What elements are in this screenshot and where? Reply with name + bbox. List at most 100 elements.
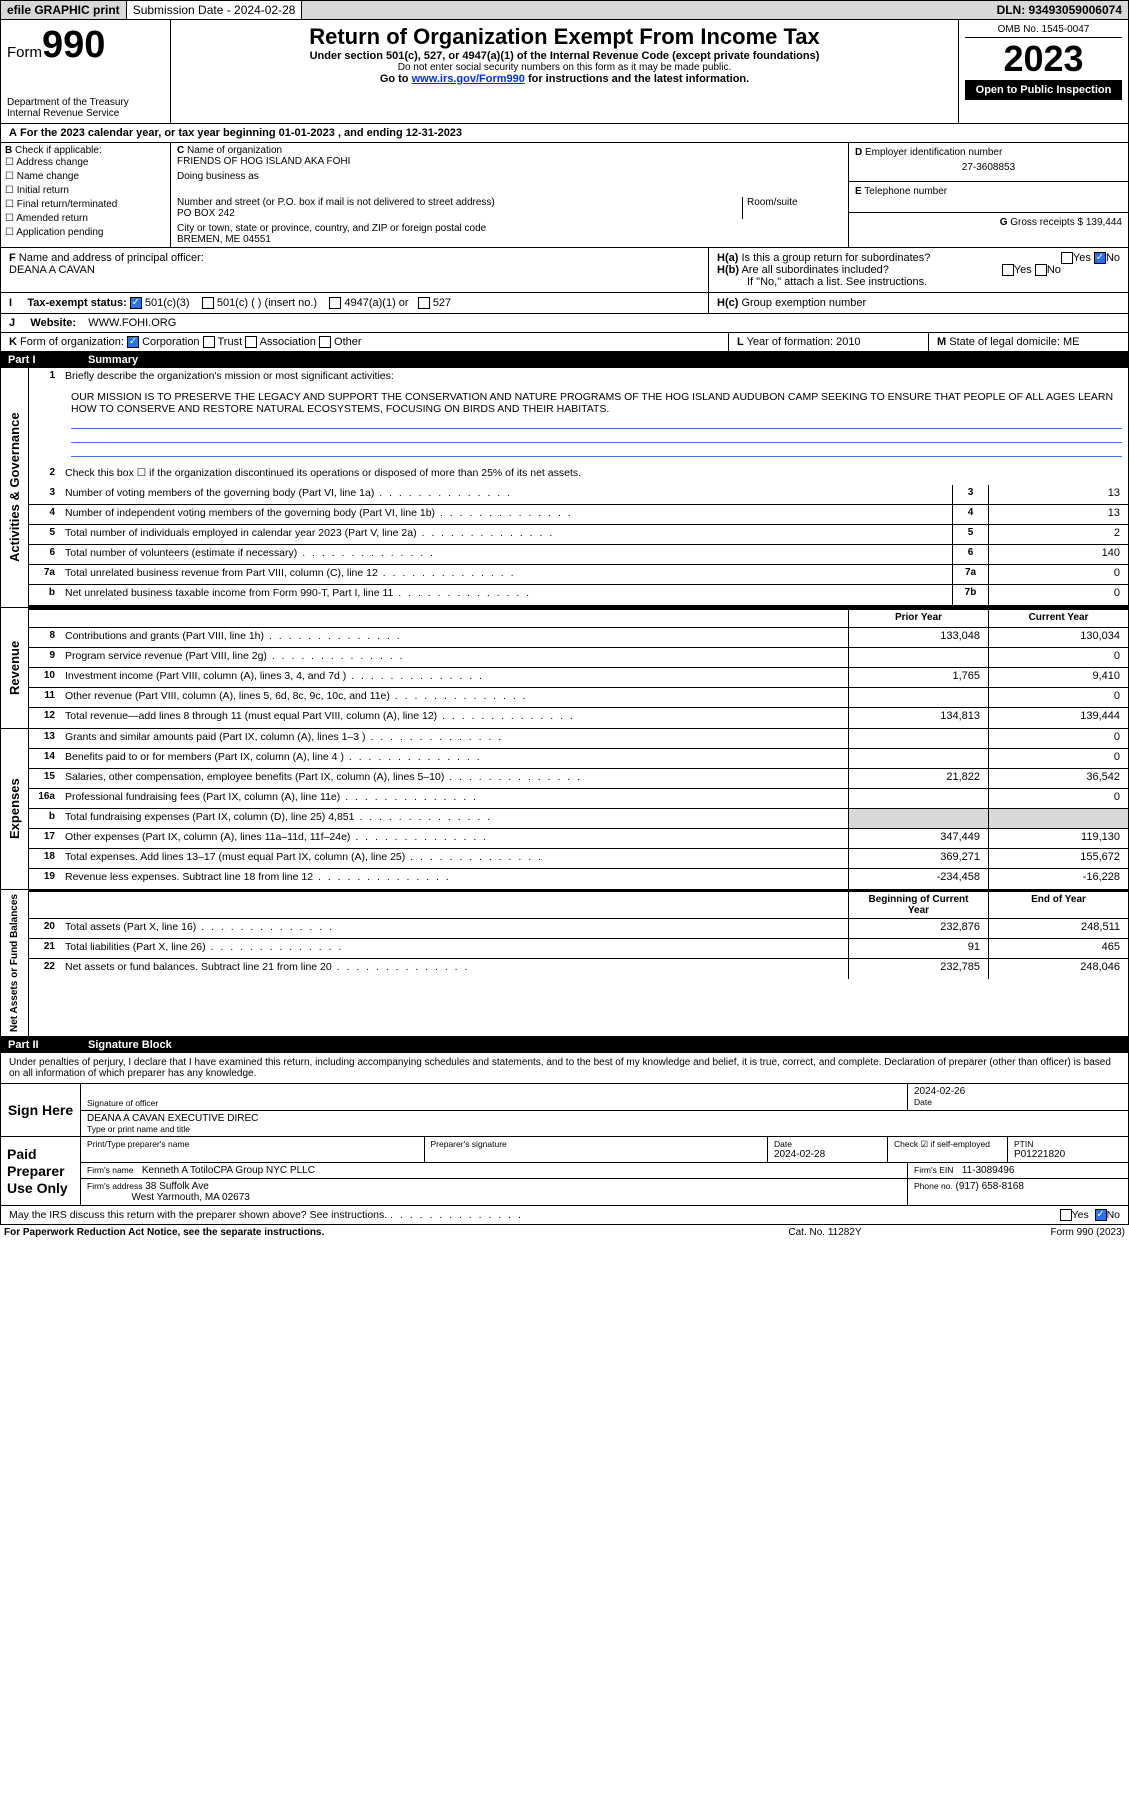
- dba-label: Doing business as: [177, 171, 259, 182]
- form-subtitle-1: Under section 501(c), 527, or 4947(a)(1)…: [175, 50, 954, 62]
- i-501c3[interactable]: [130, 297, 142, 309]
- end-year-header: End of Year: [988, 892, 1128, 918]
- part2-header: Part II Signature Block: [0, 1037, 1129, 1053]
- hb-yes[interactable]: [1002, 264, 1014, 276]
- side-expenses: Expenses: [1, 729, 29, 889]
- row-val: 2: [988, 525, 1128, 544]
- perjury-text: Under penalties of perjury, I declare th…: [0, 1053, 1129, 1084]
- prior-year-header: Prior Year: [848, 610, 988, 627]
- firm-addr2: West Yarmouth, MA 02673: [131, 1192, 249, 1203]
- org-address: PO BOX 242: [177, 208, 235, 219]
- firm-ein: 11-3089496: [962, 1165, 1015, 1176]
- prep-date: 2024-02-28: [774, 1149, 825, 1160]
- row-num: 7a: [29, 565, 61, 584]
- row-num: 14: [29, 749, 61, 768]
- row-prior: -234,458: [848, 869, 988, 889]
- row-desc: Total unrelated business revenue from Pa…: [61, 565, 952, 584]
- d-label: Employer identification number: [865, 147, 1002, 158]
- row-box: 6: [952, 545, 988, 564]
- row-current: 0: [988, 789, 1128, 808]
- hb-no[interactable]: [1035, 264, 1047, 276]
- row-num: 20: [29, 919, 61, 938]
- g-label: Gross receipts $: [1010, 217, 1083, 228]
- row-desc: Net assets or fund balances. Subtract li…: [61, 959, 848, 979]
- ha-no[interactable]: [1094, 252, 1106, 264]
- row-num: b: [29, 585, 61, 605]
- row-prior: 369,271: [848, 849, 988, 868]
- form-number: 990: [42, 24, 105, 66]
- chk-initial-return[interactable]: Initial return: [5, 184, 166, 198]
- row-desc: Contributions and grants (Part VIII, lin…: [61, 628, 848, 647]
- row-current: 248,511: [988, 919, 1128, 938]
- row-prior: [848, 749, 988, 768]
- row-prior: 232,785: [848, 959, 988, 979]
- dept-label: Department of the Treasury: [7, 97, 164, 108]
- l-label: Year of formation:: [747, 336, 833, 348]
- i-4947[interactable]: [329, 297, 341, 309]
- row-current: 119,130: [988, 829, 1128, 848]
- row-desc: Program service revenue (Part VIII, line…: [61, 648, 848, 667]
- row-num: 11: [29, 688, 61, 707]
- omb-number: OMB No. 1545-0047: [965, 24, 1122, 38]
- row-num: 17: [29, 829, 61, 848]
- row-box: 7b: [952, 585, 988, 605]
- mission-text: OUR MISSION IS TO PRESERVE THE LEGACY AN…: [71, 391, 1113, 415]
- chk-amended-return[interactable]: Amended return: [5, 212, 166, 226]
- row-prior: 232,876: [848, 919, 988, 938]
- row-current: 139,444: [988, 708, 1128, 728]
- officer-name: DEANA A CAVAN: [9, 264, 95, 276]
- row-prior: [848, 688, 988, 707]
- row-num: 13: [29, 729, 61, 748]
- row-num: 6: [29, 545, 61, 564]
- row-box: 4: [952, 505, 988, 524]
- room-label: Room/suite: [742, 197, 842, 219]
- row-current: 0: [988, 729, 1128, 748]
- org-name: FRIENDS OF HOG ISLAND AKA FOHI: [177, 156, 350, 167]
- row-current: -16,228: [988, 869, 1128, 889]
- hb-label: Are all subordinates included?: [741, 264, 888, 276]
- discuss-no[interactable]: [1095, 1209, 1107, 1221]
- irs-label: Internal Revenue Service: [7, 108, 164, 119]
- ha-yes[interactable]: [1061, 252, 1073, 264]
- i-501c[interactable]: [202, 297, 214, 309]
- submission-date: Submission Date - 2024-02-28: [127, 1, 303, 19]
- instructions-link[interactable]: www.irs.gov/Form990: [412, 73, 525, 85]
- row-num: 12: [29, 708, 61, 728]
- m-label: State of legal domicile:: [949, 336, 1060, 348]
- row-val: 13: [988, 485, 1128, 504]
- ha-label: Is this a group return for subordinates?: [741, 252, 930, 264]
- begin-year-header: Beginning of Current Year: [848, 892, 988, 918]
- side-revenue: Revenue: [1, 608, 29, 728]
- k-label: Form of organization:: [20, 336, 124, 348]
- f-label: Name and address of principal officer:: [19, 252, 204, 264]
- row-desc: Total expenses. Add lines 13–17 (must eq…: [61, 849, 848, 868]
- hc-label: Group exemption number: [741, 297, 866, 309]
- org-city: BREMEN, ME 04551: [177, 234, 271, 245]
- row-current: 248,046: [988, 959, 1128, 979]
- year-formation: 2010: [836, 336, 860, 348]
- row-prior: [848, 809, 988, 828]
- row-prior: 1,765: [848, 668, 988, 687]
- k-assoc[interactable]: [245, 336, 257, 348]
- sign-here-label: Sign Here: [1, 1084, 81, 1136]
- k-other[interactable]: [319, 336, 331, 348]
- k-trust[interactable]: [203, 336, 215, 348]
- row-prior: [848, 729, 988, 748]
- i-527[interactable]: [418, 297, 430, 309]
- side-netassets: Net Assets or Fund Balances: [1, 890, 29, 1036]
- part1-header: Part I Summary: [0, 352, 1129, 368]
- k-corp[interactable]: [127, 336, 139, 348]
- chk-application-pending[interactable]: Application pending: [5, 226, 166, 240]
- website: WWW.FOHI.ORG: [88, 317, 176, 329]
- paid-preparer-label: Paid Preparer Use Only: [1, 1137, 81, 1205]
- row-current: 155,672: [988, 849, 1128, 868]
- chk-name-change[interactable]: Name change: [5, 170, 166, 184]
- discuss-yes[interactable]: [1060, 1209, 1072, 1221]
- city-label: City or town, state or province, country…: [177, 223, 486, 234]
- chk-address-change[interactable]: Address change: [5, 156, 166, 170]
- row-desc: Number of independent voting members of …: [61, 505, 952, 524]
- preparer-block: Paid Preparer Use Only Print/Type prepar…: [0, 1137, 1129, 1206]
- footer-left: For Paperwork Reduction Act Notice, see …: [4, 1227, 725, 1238]
- row-box: 5: [952, 525, 988, 544]
- chk-final-return[interactable]: Final return/terminated: [5, 198, 166, 212]
